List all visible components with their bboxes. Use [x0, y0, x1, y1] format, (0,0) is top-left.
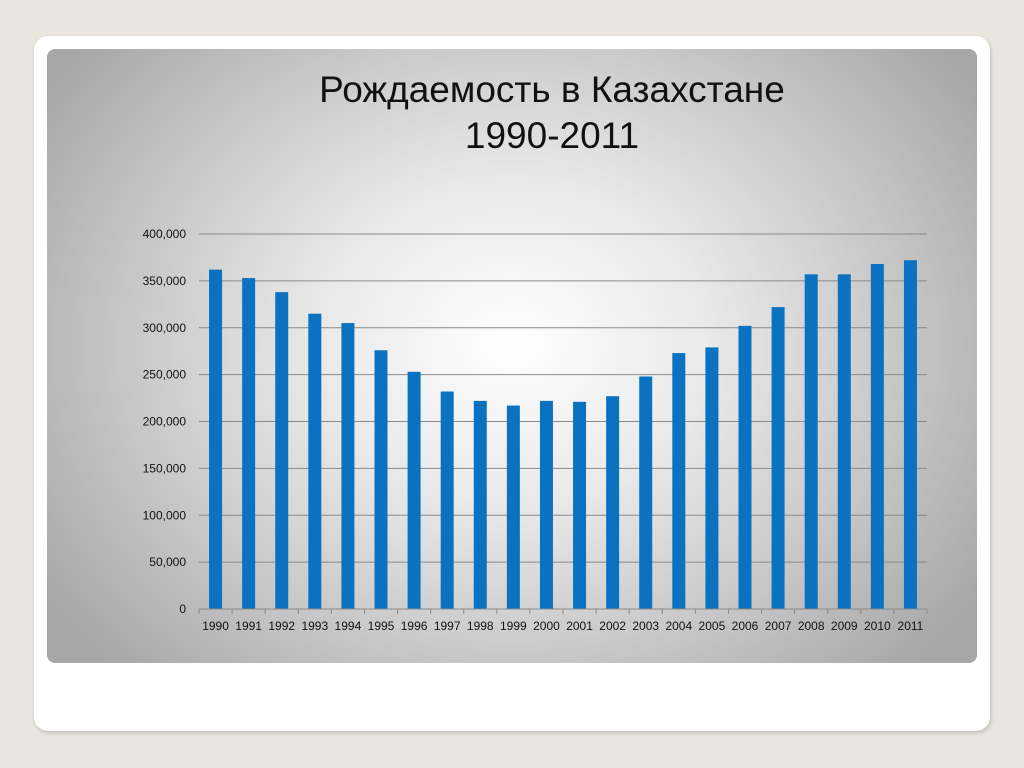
- x-tick-label: 2005: [699, 619, 726, 633]
- bar-1993: [308, 313, 322, 609]
- x-tick-label: 2001: [566, 619, 593, 633]
- bar-2010: [870, 264, 884, 609]
- y-tick-label: 0: [179, 602, 186, 616]
- bar-2003: [639, 376, 653, 609]
- gridlines: [199, 233, 927, 563]
- bar-1996: [407, 371, 421, 609]
- x-tick-label: 1996: [401, 619, 428, 633]
- chart-title-line-1: Рождаемость в Казахстане: [319, 69, 785, 110]
- chart-title: Рождаемость в Казахстане 1990-2011: [0, 67, 1024, 159]
- y-tick-label: 300,000: [143, 321, 187, 335]
- bar-2008: [804, 274, 818, 609]
- x-tick-label: 2009: [831, 619, 858, 633]
- bar-2001: [573, 401, 587, 609]
- x-tick-label: 1998: [467, 619, 494, 633]
- x-tick-label: 1999: [500, 619, 527, 633]
- bar-1997: [440, 391, 454, 609]
- x-tick-label: 2011: [898, 619, 924, 633]
- x-tick-label: 1994: [335, 619, 362, 633]
- bar-2006: [738, 325, 752, 609]
- chart-title-line-2: 1990-2011: [464, 115, 640, 156]
- x-tick-label: 1995: [368, 619, 395, 633]
- bar-2007: [771, 307, 785, 609]
- bar-2002: [606, 396, 620, 609]
- x-tick-label: 2006: [732, 619, 759, 633]
- bar-1995: [374, 350, 388, 609]
- x-tick-label: 1997: [434, 619, 461, 633]
- bar-1990: [209, 269, 223, 609]
- x-tick-label: 1993: [301, 619, 328, 633]
- x-tick-label: 2000: [533, 619, 560, 633]
- x-tick-label: 1991: [235, 619, 262, 633]
- bar-2004: [672, 353, 686, 609]
- bar-1991: [242, 278, 256, 609]
- bar-1992: [275, 292, 289, 609]
- x-tick-label: 1990: [202, 619, 229, 633]
- bar-1998: [473, 400, 487, 609]
- x-tick-label: 2002: [599, 619, 626, 633]
- x-tick-label: 2004: [665, 619, 692, 633]
- y-tick-label: 200,000: [143, 415, 187, 429]
- y-tick-label: 250,000: [143, 368, 187, 382]
- y-tick-labels: 0 50,000 100,000 150,000 200,000 250,000 300,0…: [143, 227, 187, 616]
- x-tick-label: 2008: [798, 619, 825, 633]
- x-tick-label: 2003: [632, 619, 659, 633]
- x-tick-labels: 1990 1991 1992 1993 1994 1995 1996 1997 1998 1999…: [202, 619, 923, 633]
- x-axis: [198, 608, 928, 614]
- bar-1999: [506, 405, 520, 609]
- bar-2000: [539, 400, 553, 609]
- y-tick-label: 150,000: [143, 461, 187, 475]
- bar-2011: [903, 260, 917, 609]
- bar-1994: [341, 323, 355, 609]
- x-tick-label: 1992: [268, 619, 295, 633]
- y-tick-label: 100,000: [143, 508, 187, 522]
- y-tick-label: 50,000: [149, 555, 186, 569]
- y-tick-label: 350,000: [143, 274, 187, 288]
- x-tick-label: 2010: [864, 619, 891, 633]
- bar-2009: [837, 274, 851, 609]
- bars: [209, 260, 917, 609]
- x-tick-label: 2007: [765, 619, 792, 633]
- bar-2005: [705, 347, 719, 609]
- y-tick-label: 400,000: [143, 227, 187, 241]
